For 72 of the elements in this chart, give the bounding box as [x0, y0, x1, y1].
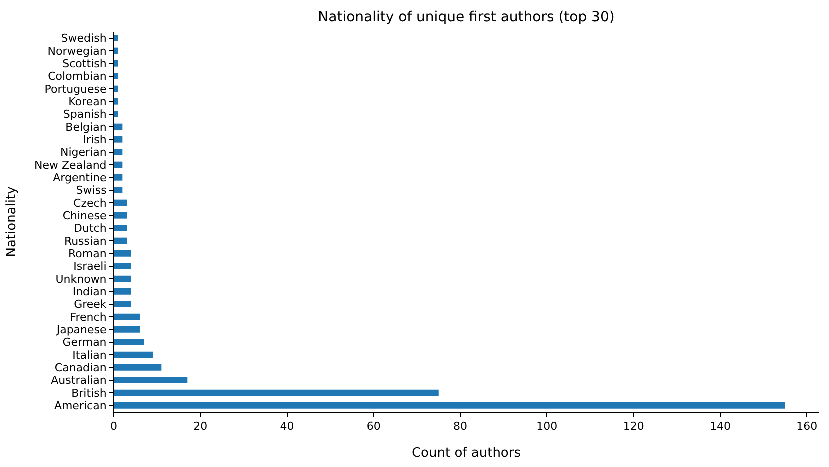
chart-title: Nationality of unique first authors (top 30) — [318, 9, 615, 26]
bar — [114, 162, 123, 168]
bar — [114, 124, 123, 130]
y-tick-label: Swedish — [61, 32, 107, 46]
y-tick-label: British — [72, 386, 107, 400]
bar — [114, 402, 786, 409]
y-tick-label: American — [54, 400, 107, 413]
x-axis-title: Count of authors — [412, 446, 522, 461]
bar — [114, 326, 140, 333]
x-tick-label: 160 — [796, 420, 818, 434]
bar — [114, 98, 118, 105]
y-tick-label: Chinese — [62, 210, 108, 223]
x-tick-label: 20 — [194, 420, 208, 434]
bar — [114, 35, 118, 42]
bar — [114, 136, 123, 143]
y-tick-label: Argentine — [53, 172, 108, 185]
y-tick-label: French — [70, 310, 107, 324]
bar — [114, 200, 127, 206]
y-tick-label: Australian — [51, 374, 107, 388]
y-tick-label: Italian — [72, 348, 107, 362]
bar — [114, 174, 123, 181]
x-tick-label: 40 — [280, 420, 294, 434]
bar — [114, 225, 127, 232]
bar — [114, 48, 118, 54]
bar — [114, 288, 132, 295]
y-tick-label: Korean — [68, 96, 107, 109]
bar — [114, 212, 127, 219]
bar — [114, 60, 118, 67]
y-tick-label: Canadian — [54, 362, 107, 375]
bar — [114, 314, 140, 320]
x-tick-label: 120 — [623, 420, 644, 434]
y-tick-label: Norwegian — [48, 44, 107, 58]
x-tick-label: 0 — [110, 420, 118, 434]
y-tick-label: Dutch — [74, 222, 107, 236]
x-tick-label: 60 — [366, 420, 381, 434]
bar — [114, 187, 123, 194]
y-tick-label: Greek — [74, 298, 108, 312]
bar — [114, 339, 144, 346]
y-tick-label: Colombian — [48, 70, 107, 84]
x-tick-label: 140 — [710, 420, 731, 434]
bar — [114, 390, 439, 396]
bar — [114, 73, 118, 80]
bar — [114, 86, 118, 92]
x-tick-label: 100 — [536, 420, 558, 434]
y-tick-label: Spanish — [63, 108, 107, 122]
bar — [114, 263, 132, 270]
bar — [114, 352, 153, 358]
y-tick-label: Swiss — [76, 184, 108, 198]
bar — [114, 111, 118, 118]
bar — [114, 364, 162, 371]
bar — [114, 238, 127, 244]
y-tick-label: Roman — [68, 248, 107, 261]
y-tick-label: German — [62, 336, 107, 350]
y-axis-title: Nationality — [4, 186, 20, 258]
y-tick-label: Indian — [72, 286, 107, 299]
x-tick-label: 80 — [454, 420, 468, 434]
y-tick-label: Belgian — [66, 120, 107, 134]
y-tick-label: Czech — [74, 196, 107, 210]
y-tick-label: Scottish — [62, 58, 107, 71]
bar — [114, 149, 123, 156]
y-tick-label: Irish — [83, 134, 107, 147]
bar — [114, 276, 132, 282]
y-tick-label: New Zealand — [34, 158, 107, 172]
bar — [114, 377, 188, 384]
y-tick-label: Nigerian — [60, 146, 107, 160]
y-tick-label: Portuguese — [44, 82, 108, 96]
y-tick-label: Unknown — [56, 272, 107, 286]
y-tick-label: Russian — [64, 234, 107, 248]
y-tick-label: Israeli — [74, 260, 107, 274]
y-tick-label: Japanese — [56, 324, 108, 337]
bar — [114, 301, 132, 308]
bar — [114, 250, 132, 257]
